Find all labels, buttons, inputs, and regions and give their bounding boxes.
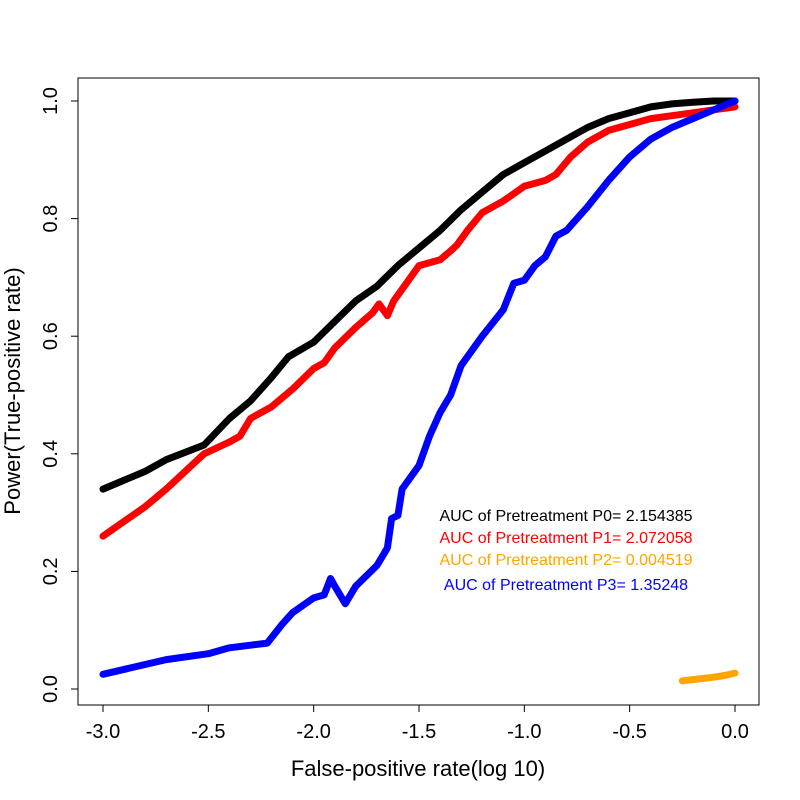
x-axis-title: False-positive rate(log 10) [291, 756, 545, 781]
y-tick-label: 0.4 [40, 440, 62, 468]
x-tick-label: 0.0 [721, 721, 749, 743]
series-line-1 [99, 103, 739, 540]
y-axis-title: Power(True-positive rate) [0, 267, 25, 514]
x-tick-label: -2.5 [191, 721, 225, 743]
auc-annotation-0: AUC of Pretreatment P0= 2.154385 [439, 508, 692, 525]
series-layer [99, 97, 739, 685]
auc-annotation-1: AUC of Pretreatment P1= 2.072058 [439, 530, 692, 547]
y-axis: 0.0 0.2 0.4 0.6 0.8 1.0 [40, 87, 79, 703]
x-tick-label: -0.5 [612, 721, 646, 743]
y-tick-label: 0.2 [40, 557, 62, 585]
series-line-2 [678, 669, 739, 685]
series-line-3 [99, 97, 739, 678]
y-tick-label: 0.0 [40, 675, 62, 703]
y-tick-label: 0.8 [40, 205, 62, 233]
x-tick-label: -1.0 [507, 721, 541, 743]
y-tick-label: 0.6 [40, 322, 62, 350]
auc-annotations: AUC of Pretreatment P0= 2.154385 AUC of P… [439, 508, 692, 594]
series-line-0 [99, 97, 739, 493]
x-tick-label: -3.0 [86, 721, 120, 743]
auc-annotation-3: AUC of Pretreatment P3= 1.35248 [444, 577, 688, 594]
x-tick-label: -2.0 [296, 721, 330, 743]
x-axis: -3.0 -2.5 -2.0 -1.5 -1.0 -0.5 0.0 [86, 704, 749, 743]
x-tick-label: -1.5 [402, 721, 436, 743]
auc-annotation-2: AUC of Pretreatment P2= 0.004519 [439, 552, 692, 569]
y-tick-label: 1.0 [40, 87, 62, 115]
